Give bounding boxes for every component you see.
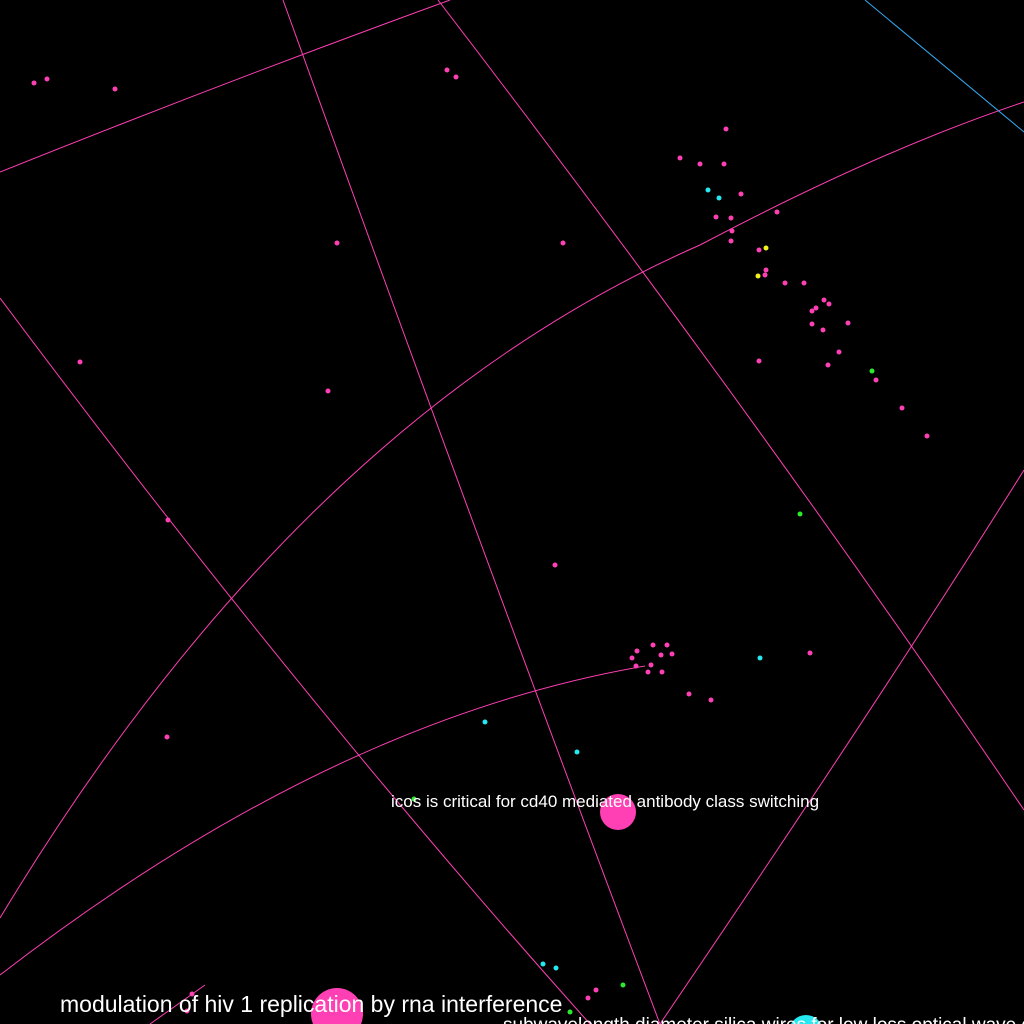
node[interactable]	[669, 651, 675, 657]
node[interactable]	[826, 301, 832, 307]
node[interactable]	[756, 358, 762, 364]
nodes-layer	[31, 67, 930, 1024]
node[interactable]	[807, 650, 813, 656]
node[interactable]	[629, 655, 635, 661]
node[interactable]	[540, 961, 546, 967]
edge-line	[659, 469, 1024, 1024]
node[interactable]	[845, 320, 851, 326]
node[interactable]	[821, 297, 827, 303]
node[interactable]	[713, 214, 719, 220]
node[interactable]	[574, 749, 580, 755]
edge-line	[149, 984, 206, 1024]
node[interactable]	[763, 267, 769, 273]
node[interactable]	[650, 642, 656, 648]
node[interactable]	[820, 327, 826, 333]
node[interactable]	[686, 691, 692, 697]
node[interactable]	[620, 982, 626, 988]
node-label-hiv: modulation of hiv 1 replication by rna i…	[60, 991, 562, 1017]
node[interactable]	[31, 80, 37, 86]
node[interactable]	[708, 697, 714, 703]
node[interactable]	[801, 280, 807, 286]
node[interactable]	[165, 517, 171, 523]
node[interactable]	[659, 669, 665, 675]
node[interactable]	[334, 240, 340, 246]
node[interactable]	[677, 155, 683, 161]
node[interactable]	[44, 76, 50, 82]
node[interactable]	[112, 86, 118, 92]
node[interactable]	[729, 228, 735, 234]
node[interactable]	[755, 273, 761, 279]
node[interactable]	[444, 67, 450, 73]
node[interactable]	[813, 305, 819, 311]
node[interactable]	[762, 272, 768, 278]
node[interactable]	[567, 1009, 573, 1015]
node[interactable]	[721, 161, 727, 167]
node[interactable]	[553, 965, 559, 971]
labels-layer: icos is critical for cd40 mediated antib…	[60, 792, 1024, 1024]
node[interactable]	[164, 734, 170, 740]
node-large[interactable]	[600, 794, 636, 830]
node[interactable]	[756, 247, 762, 253]
edge-line	[0, 0, 451, 173]
node-label-silica: subwavelength diameter silica wires for …	[503, 1015, 1024, 1024]
edge-line	[0, 101, 1024, 919]
node[interactable]	[825, 362, 831, 368]
node[interactable]	[705, 187, 711, 193]
node[interactable]	[453, 74, 459, 80]
node[interactable]	[645, 669, 651, 675]
node[interactable]	[585, 995, 591, 1001]
node-label-icos: icos is critical for cd40 mediated antib…	[391, 792, 819, 811]
node[interactable]	[723, 126, 729, 132]
node[interactable]	[728, 215, 734, 221]
node[interactable]	[189, 991, 195, 997]
node[interactable]	[184, 1008, 190, 1014]
node-large[interactable]	[311, 988, 363, 1024]
edge-line	[437, 0, 1024, 811]
node[interactable]	[738, 191, 744, 197]
node[interactable]	[716, 195, 722, 201]
node[interactable]	[634, 648, 640, 654]
node[interactable]	[873, 377, 879, 383]
node-large[interactable]	[789, 1015, 823, 1024]
node[interactable]	[560, 240, 566, 246]
node[interactable]	[658, 652, 664, 658]
node[interactable]	[836, 349, 842, 355]
node[interactable]	[869, 368, 875, 374]
node[interactable]	[924, 433, 930, 439]
edge-line	[282, 0, 661, 1024]
node[interactable]	[633, 663, 639, 669]
node[interactable]	[763, 245, 769, 251]
node[interactable]	[593, 987, 599, 993]
node[interactable]	[782, 280, 788, 286]
node[interactable]	[797, 511, 803, 517]
node[interactable]	[552, 562, 558, 568]
node[interactable]	[899, 405, 905, 411]
node[interactable]	[411, 796, 417, 802]
node[interactable]	[809, 308, 815, 314]
node[interactable]	[697, 161, 703, 167]
node[interactable]	[809, 321, 815, 327]
edge-line	[0, 665, 646, 976]
edge-line	[864, 0, 1024, 133]
node[interactable]	[77, 359, 83, 365]
node[interactable]	[648, 662, 654, 668]
node[interactable]	[728, 238, 734, 244]
node[interactable]	[482, 719, 488, 725]
edge-line	[0, 297, 591, 1024]
node[interactable]	[325, 388, 331, 394]
node[interactable]	[664, 642, 670, 648]
node[interactable]	[757, 655, 763, 661]
node[interactable]	[774, 209, 780, 215]
